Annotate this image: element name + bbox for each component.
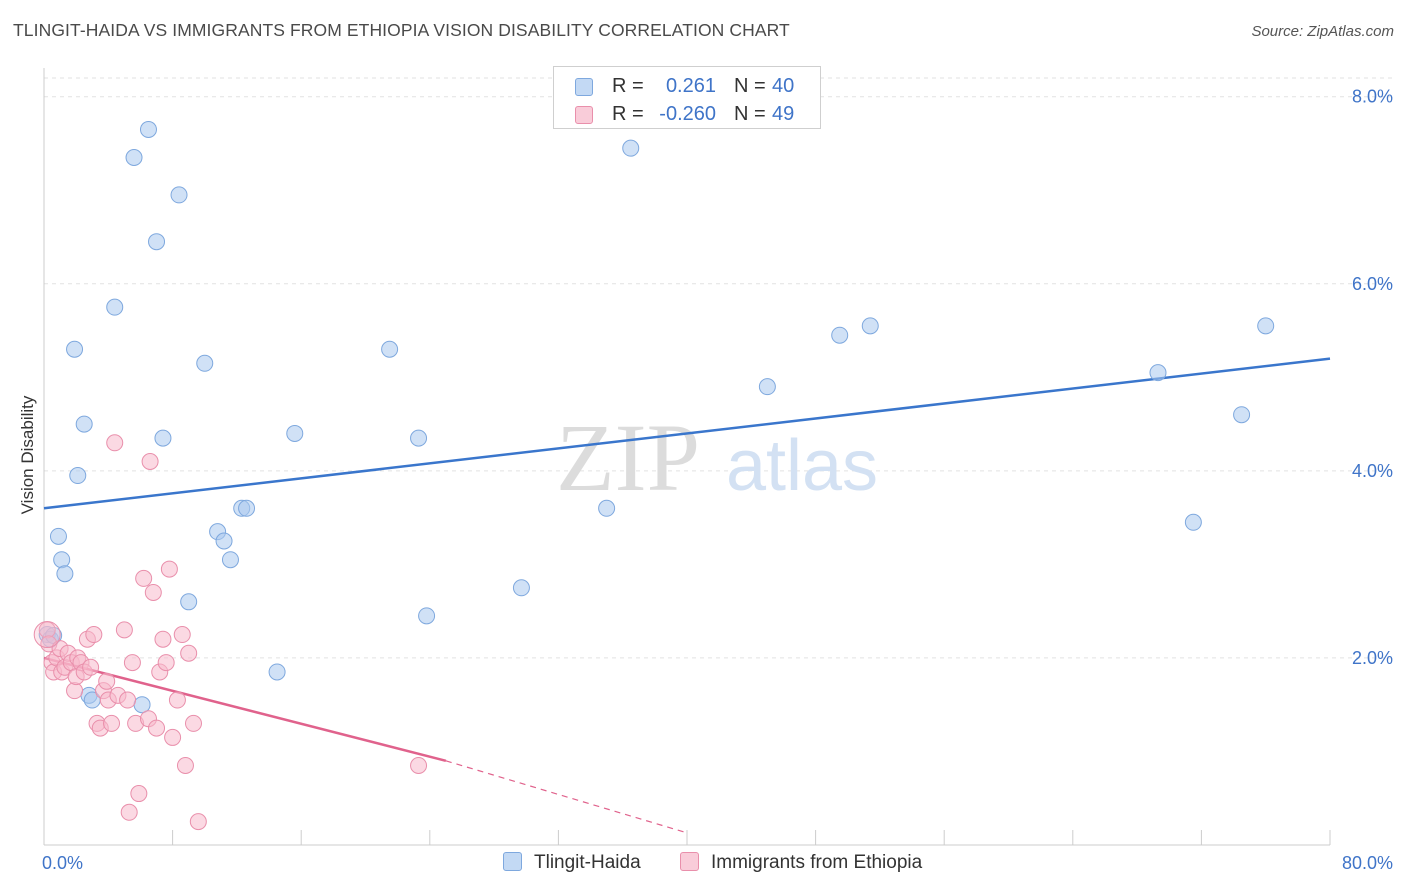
- legend-n-value: 40: [772, 75, 795, 97]
- y-axis-title: Vision Disability: [18, 395, 37, 515]
- point-ethiopia: [123, 654, 141, 672]
- point-ethiopia: [144, 583, 162, 601]
- point-ethiopia: [176, 756, 194, 774]
- point-tlingit-haida: [154, 429, 172, 447]
- legend-row-tlingit-haida: R = 0.261 N = 40: [554, 73, 820, 101]
- x-tick-label-start: 0.0%: [42, 853, 83, 873]
- point-tlingit-haida: [49, 527, 67, 545]
- legend-n-label: N =: [734, 75, 766, 97]
- point-tlingit-haida: [1149, 364, 1167, 382]
- point-tlingit-haida: [831, 326, 849, 344]
- point-ethiopia: [141, 453, 159, 470]
- legend-r-value: -0.260: [659, 103, 716, 125]
- point-tlingit-haida: [1257, 317, 1275, 335]
- legend-n-label: N =: [734, 103, 766, 125]
- point-ethiopia: [98, 672, 116, 690]
- point-tlingit-haida: [268, 663, 286, 681]
- point-tlingit-haida: [418, 607, 436, 625]
- point-tlingit-haida: [215, 532, 233, 550]
- point-ethiopia: [148, 719, 166, 737]
- data-points: [33, 120, 1275, 831]
- point-ethiopia: [103, 714, 121, 732]
- point-tlingit-haida: [69, 467, 87, 485]
- point-ethiopia: [85, 626, 103, 644]
- watermark-zip: ZIP: [556, 404, 700, 511]
- tick-labels: 2.0% 4.0% 6.0% 8.0% 0.0% 80.0%: [42, 87, 1393, 873]
- point-tlingit-haida: [106, 298, 124, 316]
- point-tlingit-haida: [1184, 513, 1202, 531]
- point-tlingit-haida: [1233, 406, 1251, 424]
- legend-swatch-pink: [575, 106, 593, 124]
- y-tick-label: 6.0%: [1352, 274, 1393, 294]
- point-tlingit-haida: [139, 120, 157, 138]
- y-tick-label: 2.0%: [1352, 648, 1393, 668]
- point-tlingit-haida: [221, 551, 239, 569]
- point-ethiopia: [180, 644, 198, 662]
- point-ethiopia: [173, 626, 191, 644]
- legend-r-label: R =: [612, 103, 644, 125]
- series-name: Immigrants from Ethiopia: [711, 852, 923, 873]
- point-tlingit-haida: [170, 186, 188, 204]
- chart-title: TLINGIT-HAIDA VS IMMIGRANTS FROM ETHIOPI…: [13, 20, 790, 40]
- legend-swatch-blue: [575, 78, 593, 96]
- trend-line-ethiopia-extension: [445, 760, 688, 834]
- point-tlingit-haida: [758, 378, 776, 396]
- legend-r-label: R =: [612, 75, 644, 97]
- legend-row-ethiopia: R = -0.260 N = 49: [554, 101, 820, 129]
- point-ethiopia: [168, 691, 186, 709]
- point-ethiopia: [410, 756, 428, 774]
- point-ethiopia: [115, 621, 133, 639]
- point-tlingit-haida: [180, 593, 198, 611]
- grid-lines: [44, 77, 1392, 659]
- chart-source: Source: ZipAtlas.com: [1251, 23, 1394, 40]
- point-tlingit-haida: [286, 424, 304, 442]
- point-ethiopia: [157, 654, 175, 672]
- point-ethiopia: [189, 813, 207, 831]
- point-tlingit-haida: [512, 579, 530, 597]
- point-ethiopia: [106, 434, 124, 452]
- point-tlingit-haida: [196, 354, 214, 372]
- point-ethiopia: [82, 658, 100, 676]
- point-tlingit-haida: [75, 415, 93, 433]
- series-swatch-pink: [680, 852, 699, 871]
- series-swatch-blue: [503, 852, 522, 871]
- watermark-atlas: atlas: [726, 426, 878, 506]
- point-ethiopia: [130, 785, 148, 803]
- point-ethiopia: [154, 630, 172, 648]
- point-ethiopia-large: [33, 621, 61, 649]
- point-ethiopia: [120, 803, 138, 821]
- point-tlingit-haida: [410, 429, 428, 447]
- point-tlingit-haida: [861, 317, 879, 335]
- point-tlingit-haida: [56, 565, 74, 583]
- point-ethiopia: [66, 682, 84, 700]
- x-tick-label-end: 80.0%: [1342, 853, 1393, 873]
- series-name: Tlingit-Haida: [534, 852, 641, 873]
- point-ethiopia: [119, 691, 137, 709]
- point-tlingit-haida: [238, 499, 256, 517]
- series-legend-tlingit-haida: Tlingit-Haida: [503, 852, 641, 876]
- point-tlingit-haida: [125, 149, 143, 167]
- point-tlingit-haida: [53, 551, 71, 569]
- trend-line-tlingit-haida: [43, 357, 1331, 510]
- y-tick-label: 8.0%: [1352, 87, 1393, 107]
- series-legend-ethiopia: Immigrants from Ethiopia: [680, 852, 922, 876]
- axes: [43, 68, 1331, 846]
- point-tlingit-haida: [66, 340, 84, 358]
- correlation-legend: R = 0.261 N = 40 R = -0.260 N = 49: [553, 66, 821, 129]
- point-tlingit-haida: [381, 340, 399, 358]
- legend-r-value: 0.261: [665, 75, 716, 97]
- point-ethiopia: [184, 714, 202, 732]
- y-tick-label: 4.0%: [1352, 461, 1393, 481]
- point-ethiopia: [164, 728, 182, 746]
- point-ethiopia: [135, 569, 153, 587]
- legend-n-value: 49: [772, 103, 795, 125]
- watermark: ZIP atlas: [556, 404, 878, 511]
- point-tlingit-haida: [622, 139, 640, 157]
- point-tlingit-haida: [148, 233, 166, 251]
- point-tlingit-haida: [598, 499, 616, 517]
- point-ethiopia: [160, 560, 178, 578]
